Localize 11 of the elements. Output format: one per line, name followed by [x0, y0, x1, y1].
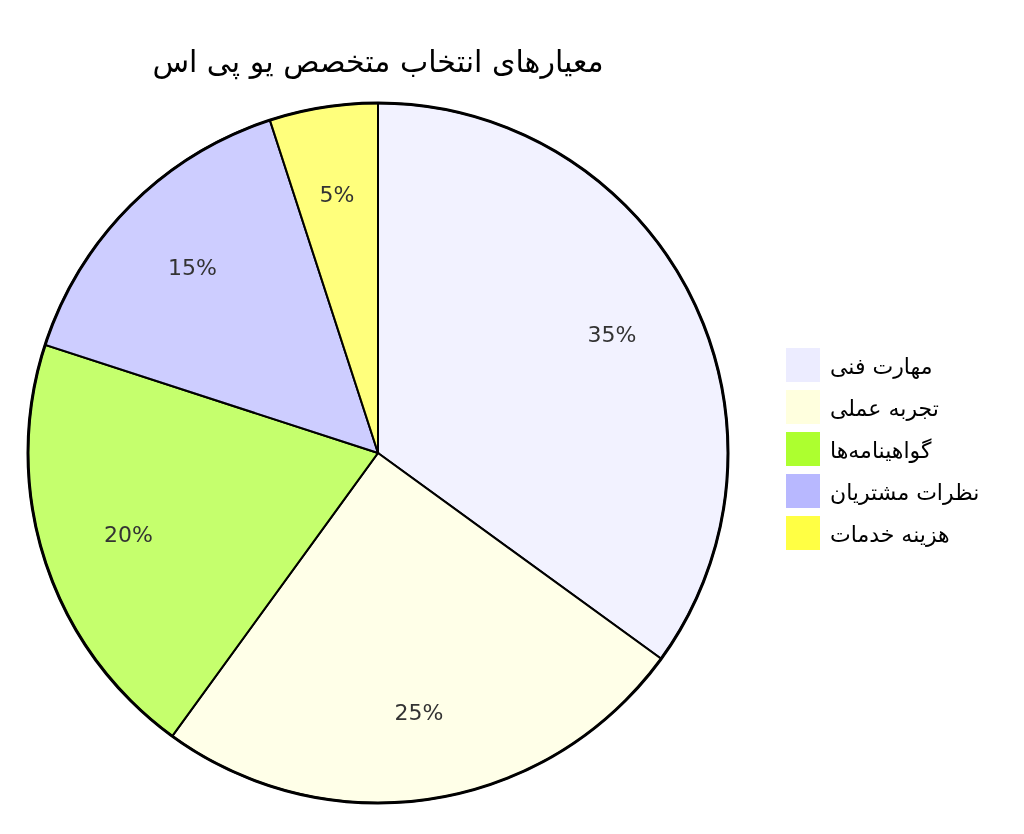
- legend-label: هزینه خدمات: [830, 522, 950, 547]
- legend-label: مهارت فنی: [830, 354, 933, 379]
- legend-label: نظرات مشتریان: [830, 480, 980, 505]
- data-label: 25%: [394, 700, 444, 726]
- legend-label: گواهینامه‌ها: [830, 438, 932, 463]
- data-label: 15%: [167, 255, 217, 281]
- data-label: 20%: [103, 522, 153, 548]
- data-label: 5%: [319, 181, 355, 207]
- legend-label: تجربه عملی: [830, 396, 939, 421]
- data-label: 35%: [587, 321, 637, 347]
- chart-title: معیارهای انتخاب متخصص یو پی اس: [152, 44, 604, 80]
